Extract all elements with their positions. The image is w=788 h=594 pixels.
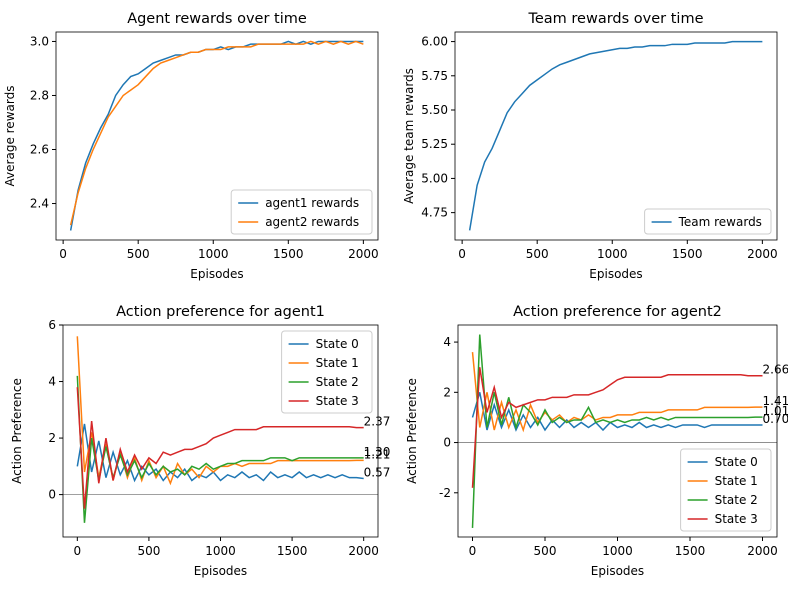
y-axis-label: Action Preference (10, 378, 24, 484)
x-tick-label: 500 (534, 544, 557, 558)
legend-label: agent2 rewards (265, 215, 359, 229)
annotation: 1.21 (364, 447, 391, 461)
y-tick-label: 3.0 (30, 34, 49, 48)
y-tick-label: -2 (439, 486, 451, 500)
annotation: 2.66 (763, 363, 788, 377)
y-tick-label: 4 (48, 375, 56, 389)
y-axis-label: Average rewards (3, 86, 17, 187)
x-tick-label: 0 (469, 544, 477, 558)
y-tick-label: 4 (443, 335, 451, 349)
legend-label: State 2 (316, 375, 359, 389)
annotation: 0.57 (364, 465, 391, 479)
subplot-title: Team rewards over time (527, 11, 703, 27)
subplot: Agent rewards over time Episodes Average r… (3, 11, 379, 281)
y-tick-label: 2.4 (30, 197, 49, 211)
x-tick-label: 2000 (747, 544, 778, 558)
y-tick-label: 2 (48, 431, 56, 445)
subplot-title: Action preference for agent1 (116, 304, 325, 320)
y-tick-label: 5.75 (421, 69, 448, 83)
x-tick-label: 2000 (747, 247, 778, 261)
subplot: Action preference for agent1 Episodes Acti… (10, 304, 390, 578)
x-tick-label: 1000 (205, 544, 236, 558)
x-tick-label: 0 (59, 247, 67, 261)
x-tick-label: 0 (458, 247, 466, 261)
y-axis-label: Average team rewards (402, 68, 416, 204)
series-line (470, 42, 763, 231)
x-tick-label: 1000 (198, 247, 229, 261)
legend-label: State 1 (316, 356, 359, 370)
x-axis-label: Episodes (589, 267, 642, 281)
legend-label: State 0 (715, 455, 758, 469)
x-tick-label: 1500 (277, 544, 308, 558)
annotation: 2.37 (364, 415, 391, 429)
y-axis-label: Action Preference (405, 378, 419, 484)
y-tick-label: 4.75 (421, 206, 448, 220)
subplot-title: Action preference for agent2 (513, 304, 722, 320)
y-tick-label: 0 (48, 488, 56, 502)
y-tick-label: 5.00 (421, 171, 448, 185)
x-axis-label: Episodes (194, 564, 247, 578)
y-tick-label: 6.00 (421, 35, 448, 49)
x-tick-label: 500 (127, 247, 150, 261)
x-tick-label: 1000 (597, 247, 628, 261)
x-tick-label: 2000 (348, 544, 379, 558)
subplot: Team rewards over time Episodes Average te… (402, 11, 778, 281)
y-tick-label: 6 (48, 318, 56, 332)
legend-label: agent1 rewards (265, 196, 359, 210)
legend-label: State 2 (715, 493, 758, 507)
x-tick-label: 0 (73, 544, 81, 558)
x-tick-label: 1500 (675, 544, 706, 558)
legend-label: State 3 (715, 512, 758, 526)
y-tick-label: 2.8 (30, 88, 49, 102)
x-axis-label: Episodes (190, 267, 243, 281)
subplot-title: Agent rewards over time (127, 11, 307, 27)
annotation: 0.70 (763, 412, 788, 426)
legend-label: State 1 (715, 474, 758, 488)
x-tick-label: 1000 (602, 544, 633, 558)
legend-label: Team rewards (678, 215, 762, 229)
x-tick-label: 500 (137, 544, 160, 558)
y-tick-label: 5.50 (421, 103, 448, 117)
legend-label: State 3 (316, 394, 359, 408)
series-line (473, 352, 763, 430)
legend-label: State 0 (316, 337, 359, 351)
x-tick-label: 1500 (672, 247, 703, 261)
y-tick-label: 2.6 (30, 143, 49, 157)
y-tick-label: 0 (443, 436, 451, 450)
subplot: Action preference for agent2 Episodes Acti… (405, 304, 788, 578)
y-tick-label: 2 (443, 385, 451, 399)
x-tick-label: 500 (526, 247, 549, 261)
x-tick-label: 2000 (348, 247, 379, 261)
x-tick-label: 1500 (273, 247, 304, 261)
y-tick-label: 5.25 (421, 137, 448, 151)
x-axis-label: Episodes (591, 564, 644, 578)
